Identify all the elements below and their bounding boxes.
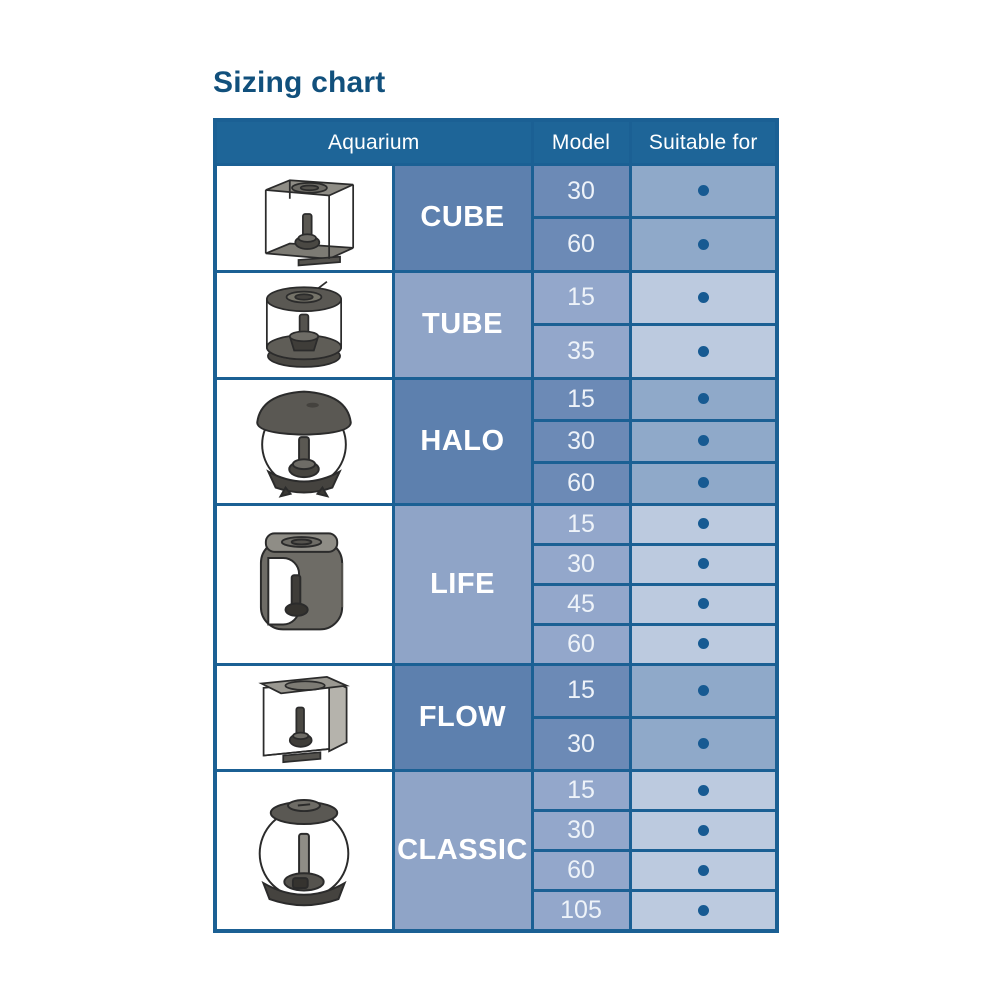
model-cell: 60 xyxy=(530,216,632,273)
table-row: 30 xyxy=(215,715,779,773)
halo-aquarium-icon xyxy=(256,390,353,498)
model-cell: 30 xyxy=(530,418,632,464)
table-row: 30 xyxy=(215,418,779,464)
model-cell: 15 xyxy=(530,376,632,422)
table-row: 30 xyxy=(215,809,779,853)
model-cell: 30 xyxy=(530,809,632,853)
table-row: 105 xyxy=(215,889,779,933)
aquarium-name-classic: CLASSIC xyxy=(391,769,534,933)
header-model: Model xyxy=(530,118,632,166)
suitable-dot-icon xyxy=(697,638,709,650)
suitable-dot-icon xyxy=(697,865,709,877)
flow-aquarium-icon xyxy=(258,675,351,763)
suitable-cell xyxy=(628,418,779,464)
suitable-cell xyxy=(628,809,779,853)
suitable-cell xyxy=(628,269,779,327)
table-row: FLOW 15 xyxy=(213,662,779,773)
aquarium-name-halo: HALO xyxy=(391,376,534,506)
suitable-cell xyxy=(628,460,779,506)
sizing-table-body: CUBE 30 60 TUBE 15 35 HALO 15 30 60 LIFE 15 30 45 6… xyxy=(213,162,779,933)
suitable-dot-icon xyxy=(697,518,709,530)
suitable-cell xyxy=(628,715,779,773)
model-cell: 15 xyxy=(530,269,632,327)
suitable-cell xyxy=(628,622,779,666)
table-row: LIFE 15 xyxy=(213,502,779,666)
table-row: CLASSIC 15 xyxy=(213,769,779,933)
aquarium-image-cell xyxy=(213,269,395,380)
table-row: 60 xyxy=(215,460,779,506)
model-cell: 60 xyxy=(530,622,632,666)
suitable-cell xyxy=(628,582,779,626)
model-cell: 60 xyxy=(530,849,632,893)
suitable-dot-icon xyxy=(697,558,709,570)
model-cell: 30 xyxy=(530,715,632,773)
suitable-cell xyxy=(628,216,779,273)
table-row: 45 xyxy=(215,582,779,626)
suitable-dot-icon xyxy=(697,598,709,610)
suitable-dot-icon xyxy=(697,238,709,250)
model-cell: 30 xyxy=(530,162,632,220)
suitable-dot-icon xyxy=(697,904,709,916)
header-row: Aquarium Model Suitable for xyxy=(213,118,779,166)
aquarium-name-flow: FLOW xyxy=(391,662,534,773)
sizing-table: Aquarium Model Suitable for CUBE 30 60 TUB… xyxy=(213,118,779,933)
suitable-dot-icon xyxy=(697,684,709,696)
tube-aquarium-icon xyxy=(266,280,343,368)
suitable-cell xyxy=(628,162,779,220)
model-cell: 60 xyxy=(530,460,632,506)
suitable-cell xyxy=(628,889,779,933)
aquarium-image-cell xyxy=(213,662,395,773)
suitable-dot-icon xyxy=(697,825,709,837)
model-cell: 15 xyxy=(530,502,632,546)
aquarium-image-cell xyxy=(213,502,395,666)
table-row: 60 xyxy=(215,622,779,666)
life-aquarium-icon xyxy=(260,531,344,630)
aquarium-name-cube: CUBE xyxy=(391,163,534,273)
table-row: CUBE 30 xyxy=(213,162,779,273)
suitable-dot-icon xyxy=(697,435,709,447)
suitable-dot-icon xyxy=(697,477,709,489)
suitable-dot-icon xyxy=(697,393,709,405)
aquarium-name-tube: TUBE xyxy=(391,269,534,380)
suitable-cell xyxy=(628,502,779,546)
aquarium-image-cell xyxy=(213,376,395,506)
model-cell: 15 xyxy=(530,662,632,719)
suitable-cell xyxy=(628,323,779,380)
suitable-dot-icon xyxy=(697,292,709,304)
aquarium-name-life: LIFE xyxy=(391,502,534,666)
cube-aquarium-icon xyxy=(265,179,355,267)
suitable-cell xyxy=(628,542,779,586)
model-cell: 15 xyxy=(530,769,632,813)
header-suitable-for: Suitable for xyxy=(628,118,779,166)
model-cell: 35 xyxy=(530,323,632,380)
suitable-dot-icon xyxy=(697,738,709,750)
table-row: TUBE 15 xyxy=(213,269,779,380)
page-title: Sizing chart xyxy=(213,66,386,99)
table-row: HALO 15 xyxy=(213,376,779,506)
aquarium-image-cell xyxy=(213,163,395,273)
table-row: 60 xyxy=(215,849,779,893)
suitable-cell xyxy=(628,769,779,813)
suitable-dot-icon xyxy=(697,345,709,357)
suitable-cell xyxy=(628,376,779,422)
model-cell: 105 xyxy=(530,889,632,933)
model-cell: 30 xyxy=(530,542,632,586)
suitable-cell xyxy=(628,662,779,719)
classic-aquarium-icon xyxy=(258,799,350,907)
aquarium-image-cell xyxy=(213,769,395,933)
suitable-dot-icon xyxy=(697,785,709,797)
header-aquarium: Aquarium xyxy=(213,118,534,166)
suitable-dot-icon xyxy=(697,185,709,197)
model-cell: 45 xyxy=(530,582,632,626)
table-row: 60 xyxy=(215,216,779,273)
table-row: 30 xyxy=(215,542,779,586)
suitable-cell xyxy=(628,849,779,893)
table-row: 35 xyxy=(215,323,779,380)
